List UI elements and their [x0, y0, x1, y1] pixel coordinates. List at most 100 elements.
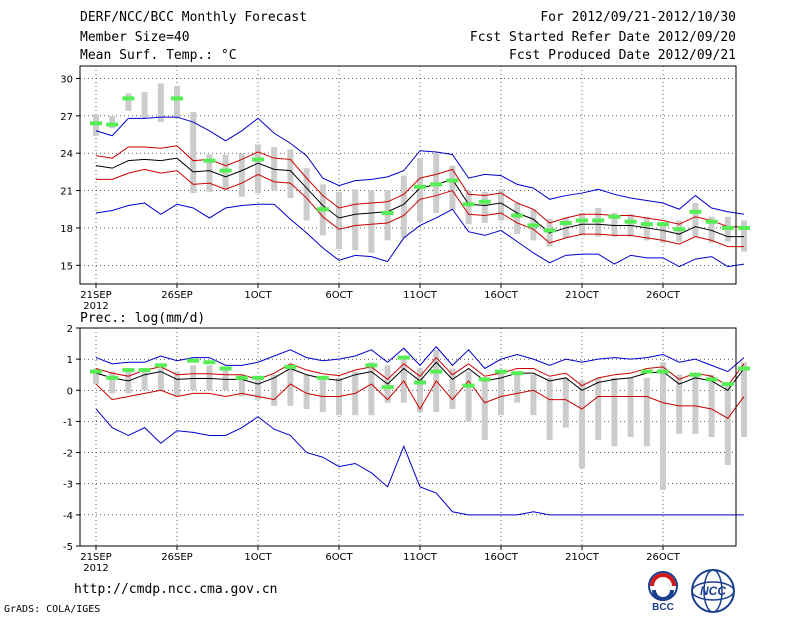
- temp-x-tick-label: 1OCT: [244, 290, 272, 301]
- prec-observation-mark: [235, 375, 248, 380]
- bcc-logo-arc: [650, 573, 676, 587]
- temp-y-tick-label: 24: [60, 149, 73, 160]
- temp-observation-mark: [122, 96, 135, 101]
- temp-x-tick-label: 21OCT: [565, 290, 600, 301]
- temp-spread-bar: [417, 158, 423, 222]
- prec-observation-mark: [154, 363, 167, 368]
- ncc-logo-orbit: [691, 581, 735, 601]
- forecast-period: For 2012/09/21-2012/10/30: [540, 10, 736, 25]
- chart-title: DERF/NCC/BCC Monthly Forecast: [80, 10, 307, 25]
- prec-spread-bar: [368, 362, 375, 416]
- variable-label: Mean Surf. Temp.: °C: [80, 48, 237, 63]
- prec-observation-mark: [381, 385, 394, 390]
- prec-plot-frame: [79, 327, 737, 547]
- prec-spread-bar: [190, 365, 197, 391]
- prec-y-tick-label: 2: [67, 324, 73, 335]
- temp-spread-bar: [368, 190, 375, 253]
- prec-maximum-line: [95, 345, 745, 373]
- temp-spread-bar: [660, 222, 666, 243]
- temp-y-tick-label: 30: [60, 74, 73, 85]
- prec-upper-envelope-line: [95, 356, 745, 387]
- prec-spread-bar: [303, 374, 310, 409]
- prec-observation-mark: [252, 375, 264, 380]
- temp-x-tick-label: 26SEP: [161, 290, 192, 301]
- prec-observation-mark: [478, 377, 491, 382]
- temp-spread-bar: [708, 216, 715, 243]
- prec-y-tick-label: 0: [67, 386, 73, 397]
- prec-x-tick-label: 26SEP: [161, 552, 192, 563]
- prec-spread-bar: [174, 371, 180, 397]
- temp-y-tick-label: 21: [60, 187, 73, 198]
- prec-spread-bar: [141, 368, 148, 391]
- prec-x-tick-label: 1OCT: [244, 552, 272, 563]
- prec-y-tick-label: -5: [63, 542, 73, 553]
- prec-observation-mark: [365, 363, 378, 368]
- temp-spread-bar: [692, 203, 699, 237]
- temp-y-tick-label: 18: [60, 224, 73, 235]
- prec-observation-mark: [316, 375, 329, 380]
- prec-observation-mark: [397, 355, 410, 360]
- prec-spread-bar: [530, 374, 537, 416]
- ncc-logo-meridian: [703, 569, 723, 613]
- temp-x-tick-label: 11OCT: [403, 290, 438, 301]
- temp-maximum-line: [95, 116, 745, 215]
- temp-y-tick-label: 27: [60, 112, 73, 123]
- prec-spread-bar: [611, 377, 618, 447]
- prec-x-year-label: 2012: [83, 563, 108, 574]
- prec-y-tick-label: -1: [63, 417, 73, 428]
- bcc-logo: BCC: [648, 571, 678, 613]
- prec-observation-mark: [640, 369, 653, 374]
- prec-spread-bar: [708, 374, 715, 437]
- fcst-started-date: Fcst Started Refer Date 2012/09/20: [469, 30, 736, 45]
- temp-observation-mark: [543, 228, 556, 233]
- source-url[interactable]: http://cmdp.ncc.cma.gov.cn: [74, 582, 278, 597]
- prec-observation-mark: [203, 360, 216, 365]
- prec-y-tick-label: 1: [67, 355, 73, 366]
- temp-x-tick-label: 16OCT: [484, 290, 519, 301]
- temp-observation-mark: [252, 157, 264, 162]
- temp-observation-mark: [689, 209, 702, 214]
- temp-observation-mark: [559, 220, 572, 225]
- temp-observation-mark: [527, 223, 540, 228]
- prec-observation-mark: [187, 358, 200, 363]
- temp-observation-mark: [446, 178, 459, 183]
- prec-spread-bar: [498, 371, 504, 416]
- temp-spread-bar: [384, 190, 391, 241]
- prec-y-tick-label: -3: [63, 480, 73, 491]
- prec-spread-bar: [449, 368, 456, 409]
- temp-x-tick-label: 21SEP: [80, 290, 111, 301]
- temp-spread-bar: [157, 83, 164, 123]
- prec-y-tick-label: -4: [63, 511, 73, 522]
- prec-observation-mark: [689, 372, 702, 377]
- ncc-logo: NCC: [691, 569, 735, 613]
- temp-spread-bar: [611, 212, 618, 237]
- temp-observation-mark: [738, 225, 750, 230]
- temp-spread-bar: [741, 220, 747, 252]
- temp-x-tick-label: 6OCT: [325, 290, 353, 301]
- temp-spread-bar: [141, 92, 148, 119]
- temp-observation-mark: [203, 158, 216, 163]
- prec-observation-mark: [414, 380, 426, 385]
- temp-observation-mark: [414, 184, 426, 189]
- prec-spread-bar: [724, 384, 731, 466]
- temp-spread-bar: [109, 115, 116, 129]
- temp-observation-mark: [721, 225, 734, 230]
- prec-observation-mark: [430, 369, 443, 374]
- bcc-logo-arc-lower: [652, 589, 674, 601]
- temp-observation-mark: [430, 182, 443, 187]
- prec-spread-bar: [562, 377, 569, 428]
- prec-spread-bar: [579, 380, 585, 469]
- temp-observation-mark: [171, 96, 183, 101]
- prec-observation-mark: [511, 371, 524, 376]
- temp-spread-bar: [174, 85, 180, 119]
- temp-observation-mark: [624, 219, 637, 224]
- prec-observation-mark: [106, 375, 119, 380]
- temp-spread-bar: [255, 144, 261, 194]
- temp-observation-mark: [673, 227, 686, 232]
- prec-spread-bar: [206, 365, 213, 391]
- fcst-produced-date: Fcst Produced Date 2012/09/21: [509, 48, 736, 63]
- prec-spread-bar: [660, 362, 666, 490]
- temp-spread-bar: [498, 189, 504, 221]
- temp-observation-mark: [381, 210, 394, 215]
